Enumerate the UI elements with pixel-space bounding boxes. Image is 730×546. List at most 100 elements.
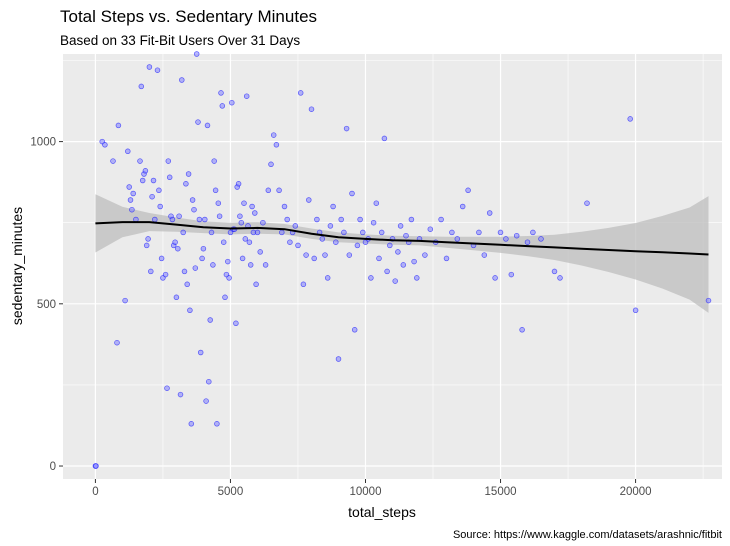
data-point (268, 161, 274, 168)
data-point (152, 216, 158, 223)
y-tick-label: 0 (50, 461, 56, 473)
major-grid (63, 54, 722, 479)
data-point (150, 177, 157, 184)
data-point (247, 262, 254, 268)
chart-caption: Source: https://www.kaggle.com/datasets/… (453, 529, 722, 541)
data-point (246, 239, 253, 245)
data-point (262, 262, 269, 268)
data-point (314, 216, 320, 223)
data-point (265, 187, 272, 194)
data-point (191, 206, 197, 213)
data-point (343, 125, 350, 132)
data-point (125, 148, 131, 155)
data-point (183, 181, 189, 187)
data-point (492, 275, 498, 281)
data-point (185, 171, 192, 177)
data-point (226, 275, 232, 281)
data-point (324, 275, 331, 281)
x-tick-label: 10000 (349, 486, 381, 498)
data-point (403, 232, 409, 239)
y-tick-label: 500 (37, 299, 56, 311)
x-tick-label: 15000 (485, 486, 517, 498)
data-point (252, 210, 258, 216)
data-point (330, 203, 336, 210)
x-tick-label: 5000 (218, 486, 244, 498)
data-point (127, 197, 134, 203)
data-point (102, 142, 108, 148)
data-point (241, 200, 247, 206)
data-point (443, 255, 450, 262)
data-point (257, 249, 263, 255)
data-point (346, 252, 353, 258)
data-point (114, 339, 120, 346)
data-point (519, 327, 525, 333)
x-axis-ticks: 0 5000 10000 15000 20000 (92, 479, 652, 498)
data-point (408, 216, 415, 223)
data-point (202, 216, 208, 223)
data-point (239, 255, 246, 262)
data-point (225, 258, 231, 265)
data-point (235, 181, 242, 187)
data-point (200, 245, 207, 252)
data-point (319, 236, 326, 242)
data-point (211, 158, 217, 164)
data-point (122, 297, 128, 304)
x-tick-label: 20000 (620, 486, 652, 498)
data-point (270, 132, 277, 138)
data-point (203, 398, 209, 404)
data-point (627, 116, 633, 122)
data-point (237, 213, 243, 219)
data-point (220, 239, 227, 245)
data-point (333, 239, 339, 245)
data-point (476, 229, 482, 236)
data-point (229, 99, 235, 106)
data-point (210, 262, 216, 268)
data-point (292, 223, 299, 229)
data-point (400, 262, 407, 268)
data-point (308, 106, 315, 112)
data-point (335, 356, 342, 362)
data-point (322, 252, 328, 258)
data-point (414, 275, 420, 281)
data-point (338, 216, 344, 223)
y-axis-title: sedentary_minutes (9, 207, 25, 325)
data-point (218, 90, 224, 96)
smooth-trend-line (95, 221, 709, 256)
data-point (370, 219, 377, 226)
data-point (156, 187, 162, 194)
data-point (327, 223, 334, 229)
data-point (143, 242, 150, 249)
data-point (503, 236, 509, 242)
data-point (524, 239, 531, 245)
data-point (162, 271, 169, 278)
data-point (368, 275, 374, 281)
data-point (295, 242, 301, 249)
y-tick-label: 1000 (30, 137, 56, 149)
data-point (215, 200, 222, 206)
data-point (219, 103, 226, 109)
data-point (195, 119, 201, 125)
data-point (145, 236, 151, 242)
data-point (632, 307, 639, 314)
data-point (411, 258, 417, 265)
data-point (513, 232, 520, 239)
data-point (149, 193, 155, 200)
data-point (193, 51, 200, 57)
data-point (557, 275, 563, 281)
data-point (129, 206, 135, 213)
data-point (303, 252, 309, 258)
data-point (172, 239, 178, 245)
data-point (349, 190, 355, 197)
data-point (179, 77, 185, 83)
data-point (281, 203, 288, 210)
data-point (530, 229, 536, 236)
x-tick-label: 0 (92, 486, 98, 498)
data-point (110, 158, 116, 164)
data-point (126, 184, 132, 190)
data-point (154, 67, 161, 73)
data-point (253, 281, 259, 288)
data-point (148, 268, 154, 275)
data-point (233, 320, 239, 327)
data-point (538, 236, 544, 242)
data-point (180, 229, 186, 236)
